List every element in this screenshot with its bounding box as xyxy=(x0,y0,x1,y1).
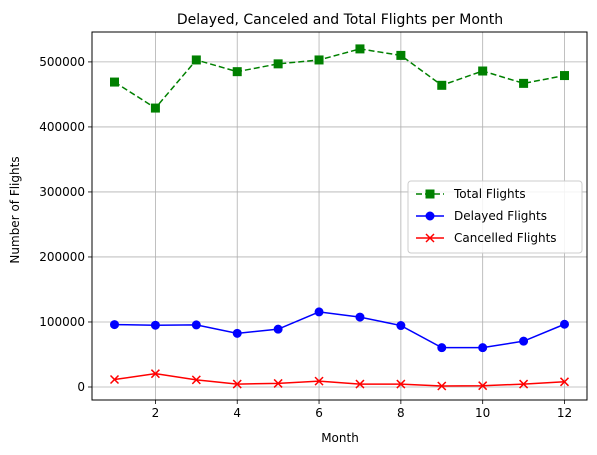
delayed-flights-point xyxy=(560,319,569,329)
legend-item-total-flights: Total Flights xyxy=(416,187,526,201)
y-tick-label: 300000 xyxy=(39,185,85,199)
x-marker-stroke xyxy=(425,233,435,243)
cancelled-flights-point xyxy=(396,379,406,389)
x-marker-stroke xyxy=(232,379,242,389)
x-tick-label: 6 xyxy=(315,406,323,420)
y-tick-label: 400000 xyxy=(39,120,85,134)
delayed-flights-point xyxy=(437,343,447,353)
x-marker-stroke xyxy=(150,369,160,379)
delayed-flights-point xyxy=(150,320,160,330)
delayed-flights-point xyxy=(273,324,283,334)
legend: Total Flights Delayed Flights Cancelled Fl… xyxy=(407,180,583,254)
y-tick-label: 500000 xyxy=(39,55,85,69)
legend-label-delayed-flights: Delayed Flights xyxy=(454,209,547,223)
cancelled-flights-point xyxy=(273,378,283,388)
x-tick-label: 4 xyxy=(233,406,241,420)
x-marker-stroke xyxy=(478,381,488,391)
delayed-flights-point xyxy=(232,328,242,338)
x-tick-label: 2 xyxy=(152,406,160,420)
cancelled-flights-point xyxy=(232,379,242,389)
total-flights-point xyxy=(110,77,119,87)
total-flights-point xyxy=(355,44,365,54)
y-tick-label: 100000 xyxy=(39,315,85,329)
legend-marker-cancelled-flights xyxy=(425,233,435,243)
total-flights-point xyxy=(314,55,324,65)
x-marker-stroke xyxy=(355,379,365,389)
total-flights-series xyxy=(110,44,569,113)
cancelled-flights-point xyxy=(191,375,201,385)
plot-area-frame xyxy=(91,31,588,401)
total-flights-point xyxy=(232,67,242,77)
x-marker-stroke xyxy=(314,376,324,386)
legend-item-delayed-flights: Delayed Flights xyxy=(416,209,547,223)
y-axis-label: Number of Flights xyxy=(8,156,22,263)
total-flights-point xyxy=(396,50,406,60)
total-flights-point xyxy=(478,66,488,76)
total-flights-line xyxy=(114,48,565,110)
cancelled-flights-point xyxy=(314,376,324,386)
x-axis-label: Month xyxy=(321,431,359,445)
legend-marker-delayed-flights xyxy=(425,211,435,221)
axis-ticks: 2 4 6 8 10 12 0 100000 200000 300000 400000 500000 xyxy=(39,55,572,420)
legend-box xyxy=(407,180,583,254)
delayed-flights-series xyxy=(110,307,569,353)
delayed-flights-point xyxy=(396,321,406,331)
y-tick-label: 200000 xyxy=(39,250,85,264)
legend-label-cancelled-flights: Cancelled Flights xyxy=(454,231,557,245)
delayed-flights-point xyxy=(314,307,324,317)
delayed-flights-point xyxy=(355,312,365,322)
total-flights-point xyxy=(191,55,201,65)
delayed-flights-point xyxy=(519,336,529,346)
x-marker-stroke xyxy=(519,379,529,389)
x-marker-stroke xyxy=(109,374,120,385)
legend-marker-total-flights xyxy=(425,189,435,199)
legend-item-cancelled-flights: Cancelled Flights xyxy=(416,231,557,245)
x-marker-stroke xyxy=(396,379,406,389)
cancelled-flights-point xyxy=(150,369,160,379)
total-flights-point xyxy=(437,80,447,90)
total-flights-point xyxy=(273,59,283,69)
x-tick-label: 12 xyxy=(557,406,572,420)
cancelled-flights-point xyxy=(109,374,120,385)
delayed-flights-point xyxy=(110,320,119,330)
cancelled-flights-point xyxy=(355,379,365,389)
cancelled-flights-point xyxy=(559,377,570,387)
delayed-flights-point xyxy=(478,343,488,353)
chart-title: Delayed, Canceled and Total Flights per … xyxy=(177,12,503,28)
y-tick-label: 0 xyxy=(77,380,85,394)
cancelled-flights-series xyxy=(109,369,570,391)
delayed-flights-point xyxy=(191,320,201,330)
delayed-flights-line xyxy=(114,311,565,349)
total-flights-point xyxy=(150,103,160,113)
x-tick-label: 8 xyxy=(397,406,405,420)
cancelled-flights-point xyxy=(519,379,529,389)
x-marker-stroke xyxy=(191,375,201,385)
x-marker-stroke xyxy=(437,381,447,391)
series-layer xyxy=(109,44,570,391)
x-tick-label: 10 xyxy=(475,406,490,420)
legend-label-total-flights: Total Flights xyxy=(453,187,526,201)
total-flights-point xyxy=(560,71,569,81)
x-marker-stroke xyxy=(273,378,283,388)
total-flights-point xyxy=(519,78,529,88)
cancelled-flights-line xyxy=(114,372,565,387)
cancelled-flights-point xyxy=(437,381,447,391)
x-marker-stroke xyxy=(559,377,570,387)
cancelled-flights-point xyxy=(478,381,488,391)
